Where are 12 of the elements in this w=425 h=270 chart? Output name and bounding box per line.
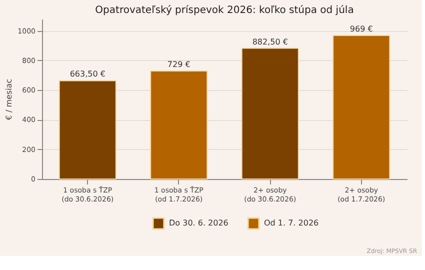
data-label: 729 € — [167, 60, 190, 69]
data-label: 882,50 € — [252, 37, 288, 46]
bar — [150, 70, 208, 180]
bar — [241, 48, 299, 180]
legend-label: Do 30. 6. 2026 — [169, 218, 228, 228]
y-axis-title: € / mesiac — [4, 78, 14, 120]
bar — [332, 34, 390, 180]
bar — [58, 80, 116, 180]
data-label: 663,50 € — [70, 70, 106, 79]
legend-label: Od 1. 7. 2026 — [264, 218, 319, 228]
chart-title: Opatrovateľský príspevok 2026: koľko stúpa od júla — [95, 5, 354, 16]
data-label: 969 € — [350, 24, 373, 34]
